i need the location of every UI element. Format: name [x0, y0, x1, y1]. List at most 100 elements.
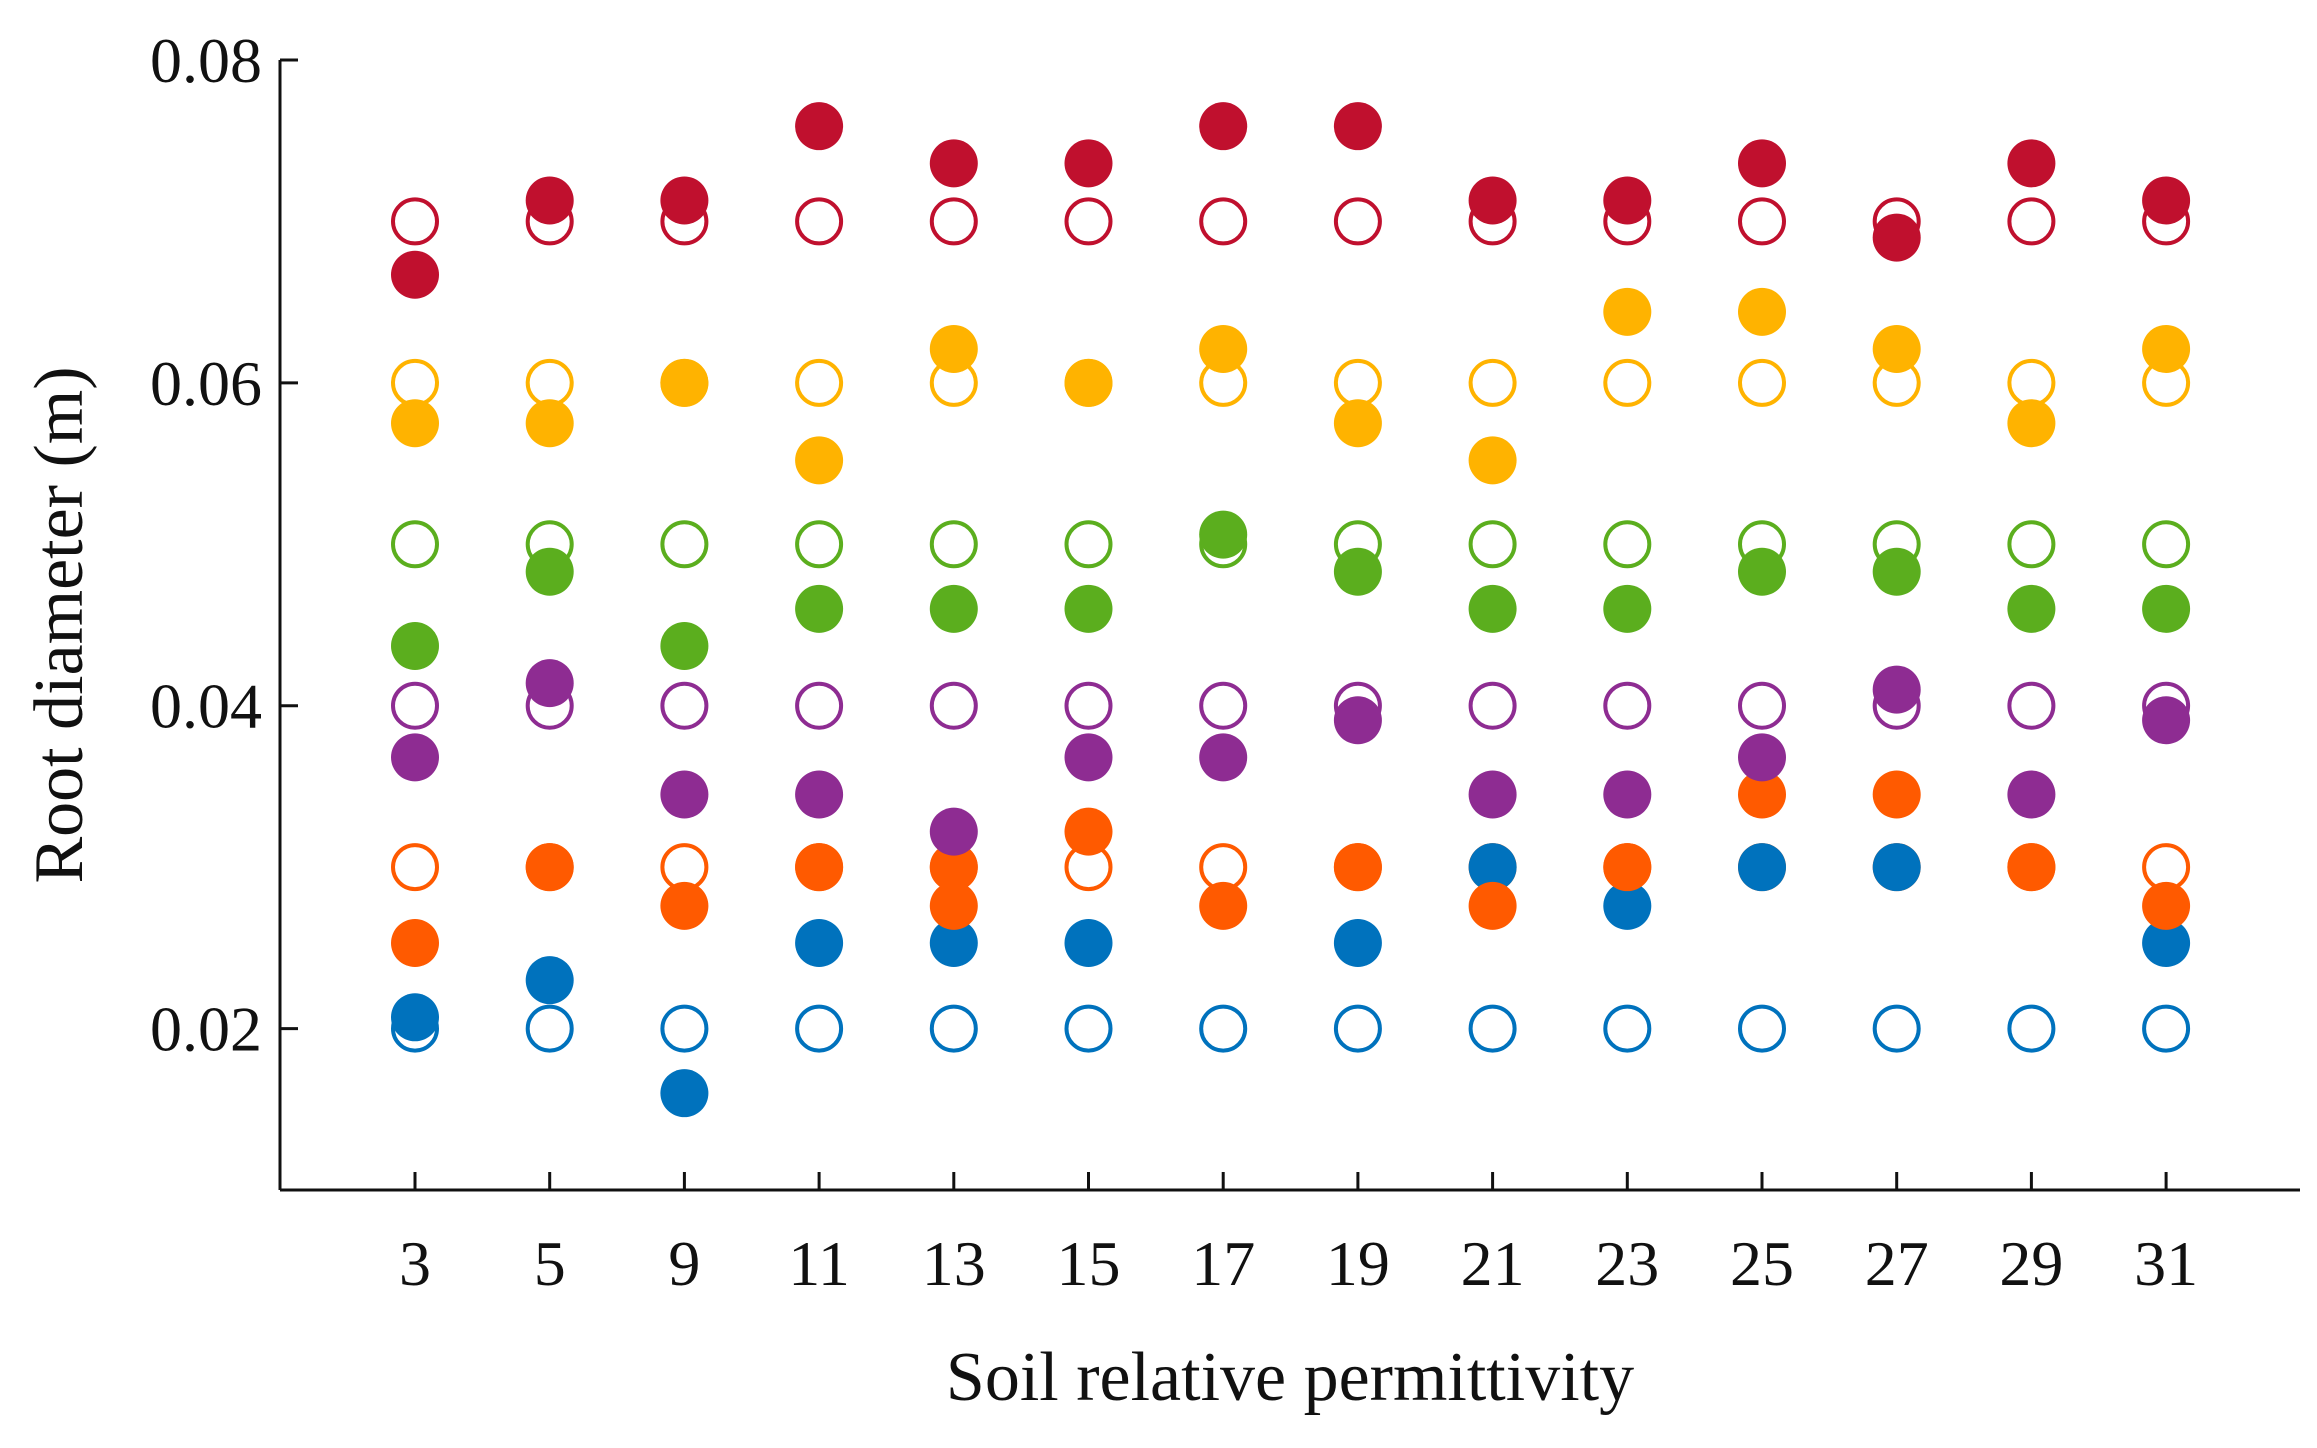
- true-value-marker: [795, 681, 844, 730]
- true-value-marker: [660, 1004, 709, 1053]
- true-value-marker: [660, 681, 709, 730]
- true-value-marker: [1738, 197, 1786, 246]
- estimated-value-marker: [1872, 324, 1921, 373]
- x-tick-label: 29: [1999, 1228, 2063, 1299]
- estimated-value-marker: [525, 843, 574, 892]
- true-value-marker: [2007, 1004, 2056, 1053]
- estimated-value-marker: [1468, 843, 1517, 892]
- x-tick-label: 11: [788, 1228, 850, 1299]
- estimated-value-marker: [795, 770, 844, 819]
- estimated-value-marker: [795, 919, 844, 968]
- estimated-value-marker: [929, 584, 978, 633]
- estimated-value-marker: [1333, 696, 1382, 745]
- estimated-value-marker: [1872, 665, 1921, 714]
- true-value-marker: [1333, 197, 1382, 246]
- x-tick-label: 3: [399, 1228, 431, 1299]
- true-value-marker: [795, 358, 844, 407]
- estimated-value-marker: [1064, 584, 1113, 633]
- true-value-marker: [2007, 520, 2056, 569]
- true-value-marker: [1064, 520, 1113, 569]
- estimated-value-marker: [1603, 176, 1652, 225]
- estimated-value-marker: [391, 919, 439, 968]
- estimated-value-marker: [1468, 584, 1517, 633]
- estimated-value-marker: [1064, 733, 1113, 782]
- true-value-marker: [1872, 1004, 1921, 1053]
- estimated-value-marker: [1333, 547, 1382, 596]
- estimated-value-marker: [391, 250, 439, 299]
- estimated-value-marker: [1064, 807, 1113, 856]
- estimated-value-marker: [1468, 770, 1517, 819]
- estimated-value-marker: [660, 770, 709, 819]
- estimated-value-marker: [1872, 547, 1921, 596]
- true-value-marker: [1199, 1004, 1248, 1053]
- estimated-value-marker: [1333, 919, 1382, 968]
- true-value-marker: [2007, 681, 2056, 730]
- true-value-marker: [795, 1004, 844, 1053]
- true-value-marker: [660, 520, 709, 569]
- true-value-marker: [2142, 520, 2191, 569]
- estimated-value-marker: [2142, 176, 2191, 225]
- axes: 0.02 0.04 0.06 0.08 3 5 9 11 13 15 17 19 21 23 25 27 29…: [150, 25, 2300, 1299]
- true-value-marker: [391, 681, 439, 730]
- estimated-value-marker: [1064, 139, 1113, 188]
- estimated-value-marker: [1738, 139, 1786, 188]
- estimated-value-marker: [2142, 584, 2191, 633]
- estimated-value-marker: [929, 807, 978, 856]
- true-value-marker: [1064, 197, 1113, 246]
- estimated-value-marker: [525, 399, 574, 448]
- x-tick-label: 25: [1730, 1228, 1794, 1299]
- true-value-marker: [1064, 1004, 1113, 1053]
- estimated-value-marker: [525, 547, 574, 596]
- estimated-value-marker: [1738, 843, 1786, 892]
- true-value-marker: [1468, 520, 1517, 569]
- true-value-marker: [1468, 681, 1517, 730]
- estimated-value-marker: [391, 993, 439, 1042]
- estimated-value-marker: [660, 621, 709, 670]
- estimated-value-marker: [660, 881, 709, 930]
- estimated-value-marker: [525, 956, 574, 1005]
- true-value-marker: [929, 197, 978, 246]
- estimated-value-marker: [525, 659, 574, 708]
- x-tick-label: 9: [668, 1228, 700, 1299]
- estimated-value-marker: [929, 843, 978, 892]
- true-value-marker: [525, 358, 574, 407]
- true-value-marker: [1738, 1004, 1786, 1053]
- estimated-value-marker: [929, 324, 978, 373]
- estimated-value-marker: [1199, 510, 1248, 559]
- true-value-marker: [2007, 197, 2056, 246]
- estimated-value-marker: [1468, 436, 1517, 485]
- estimated-value-marker: [1064, 919, 1113, 968]
- true-value-marker: [1064, 681, 1113, 730]
- estimated-value-marker: [2007, 399, 2056, 448]
- x-axis-ticks: 3 5 9 11 13 15 17 19 21 23 25 27 29 31: [399, 1172, 2198, 1299]
- estimated-value-marker: [1603, 287, 1652, 336]
- true-value-marker: [525, 1004, 574, 1053]
- x-tick-label: 19: [1326, 1228, 1390, 1299]
- true-value-marker: [391, 358, 439, 407]
- estimated-value-marker: [1333, 399, 1382, 448]
- estimated-value-marker: [660, 1069, 709, 1118]
- estimated-value-marker: [525, 176, 574, 225]
- true-value-marker: [929, 520, 978, 569]
- estimated-value-marker: [1468, 176, 1517, 225]
- estimated-value-marker: [1199, 733, 1248, 782]
- estimated-value-marker: [929, 139, 978, 188]
- estimated-value-marker: [1064, 358, 1113, 407]
- true-value-marker: [1199, 681, 1248, 730]
- estimated-value-marker: [1199, 102, 1248, 151]
- estimated-value-marker: [1738, 547, 1786, 596]
- x-tick-label: 21: [1461, 1228, 1525, 1299]
- y-tick-label: 0.02: [150, 994, 262, 1065]
- estimated-value-marker: [929, 919, 978, 968]
- x-tick-label: 5: [534, 1228, 566, 1299]
- true-value-marker: [391, 197, 439, 246]
- true-value-marker: [1603, 681, 1652, 730]
- true-value-marker: [391, 520, 439, 569]
- true-value-marker: [2007, 358, 2056, 407]
- y-axis-ticks: 0.02 0.04 0.06 0.08: [150, 25, 298, 1065]
- estimated-value-marker: [2142, 881, 2191, 930]
- true-value-marker: [795, 520, 844, 569]
- y-tick-label: 0.06: [150, 348, 262, 419]
- data-markers: [391, 102, 2191, 1118]
